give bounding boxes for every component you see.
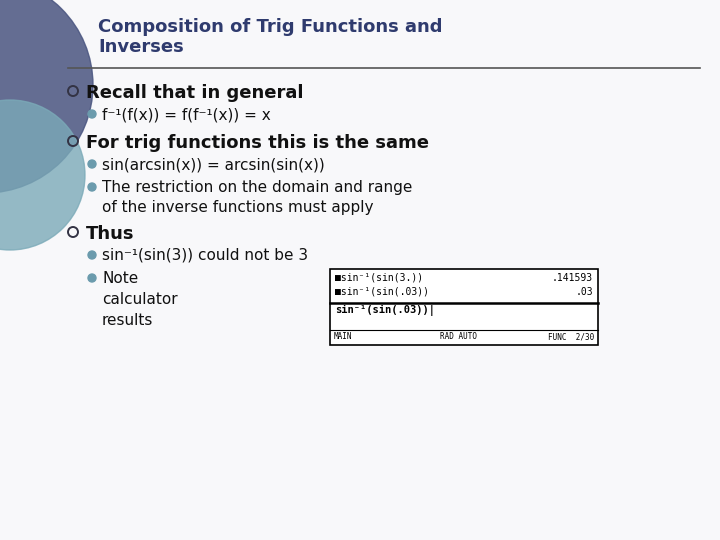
Circle shape [88, 183, 96, 191]
FancyBboxPatch shape [330, 269, 598, 345]
Text: The restriction on the domain and range
of the inverse functions must apply: The restriction on the domain and range … [102, 180, 413, 215]
Text: sin(arcsin(x)) = arcsin(sin(x)): sin(arcsin(x)) = arcsin(sin(x)) [102, 157, 325, 172]
Text: sin⁻¹(sin(.03))|: sin⁻¹(sin(.03))| [335, 305, 435, 316]
Text: Composition of Trig Functions and: Composition of Trig Functions and [98, 18, 443, 36]
Text: For trig functions this is the same: For trig functions this is the same [86, 134, 429, 152]
Text: .141593: .141593 [552, 273, 593, 283]
Text: MAIN: MAIN [334, 332, 353, 341]
Text: Thus: Thus [86, 225, 135, 243]
Circle shape [88, 251, 96, 259]
Circle shape [88, 110, 96, 118]
Text: Note
calculator
results: Note calculator results [102, 271, 178, 328]
Circle shape [0, 100, 85, 250]
Circle shape [88, 274, 96, 282]
Text: f⁻¹(f(x)) = f(f⁻¹(x)) = x: f⁻¹(f(x)) = f(f⁻¹(x)) = x [102, 107, 271, 122]
Text: ■sin⁻¹(sin(3.)): ■sin⁻¹(sin(3.)) [335, 273, 423, 283]
Text: .03: .03 [575, 287, 593, 297]
Circle shape [0, 0, 93, 193]
Text: Inverses: Inverses [98, 38, 184, 56]
Text: Recall that in general: Recall that in general [86, 84, 304, 102]
Circle shape [88, 160, 96, 168]
Text: ■sin⁻¹(sin(.03)): ■sin⁻¹(sin(.03)) [335, 287, 429, 297]
Text: FUNC  2/30: FUNC 2/30 [548, 332, 594, 341]
Text: sin⁻¹(sin(3)) could not be 3: sin⁻¹(sin(3)) could not be 3 [102, 248, 308, 263]
Text: RAD AUTO: RAD AUTO [440, 332, 477, 341]
